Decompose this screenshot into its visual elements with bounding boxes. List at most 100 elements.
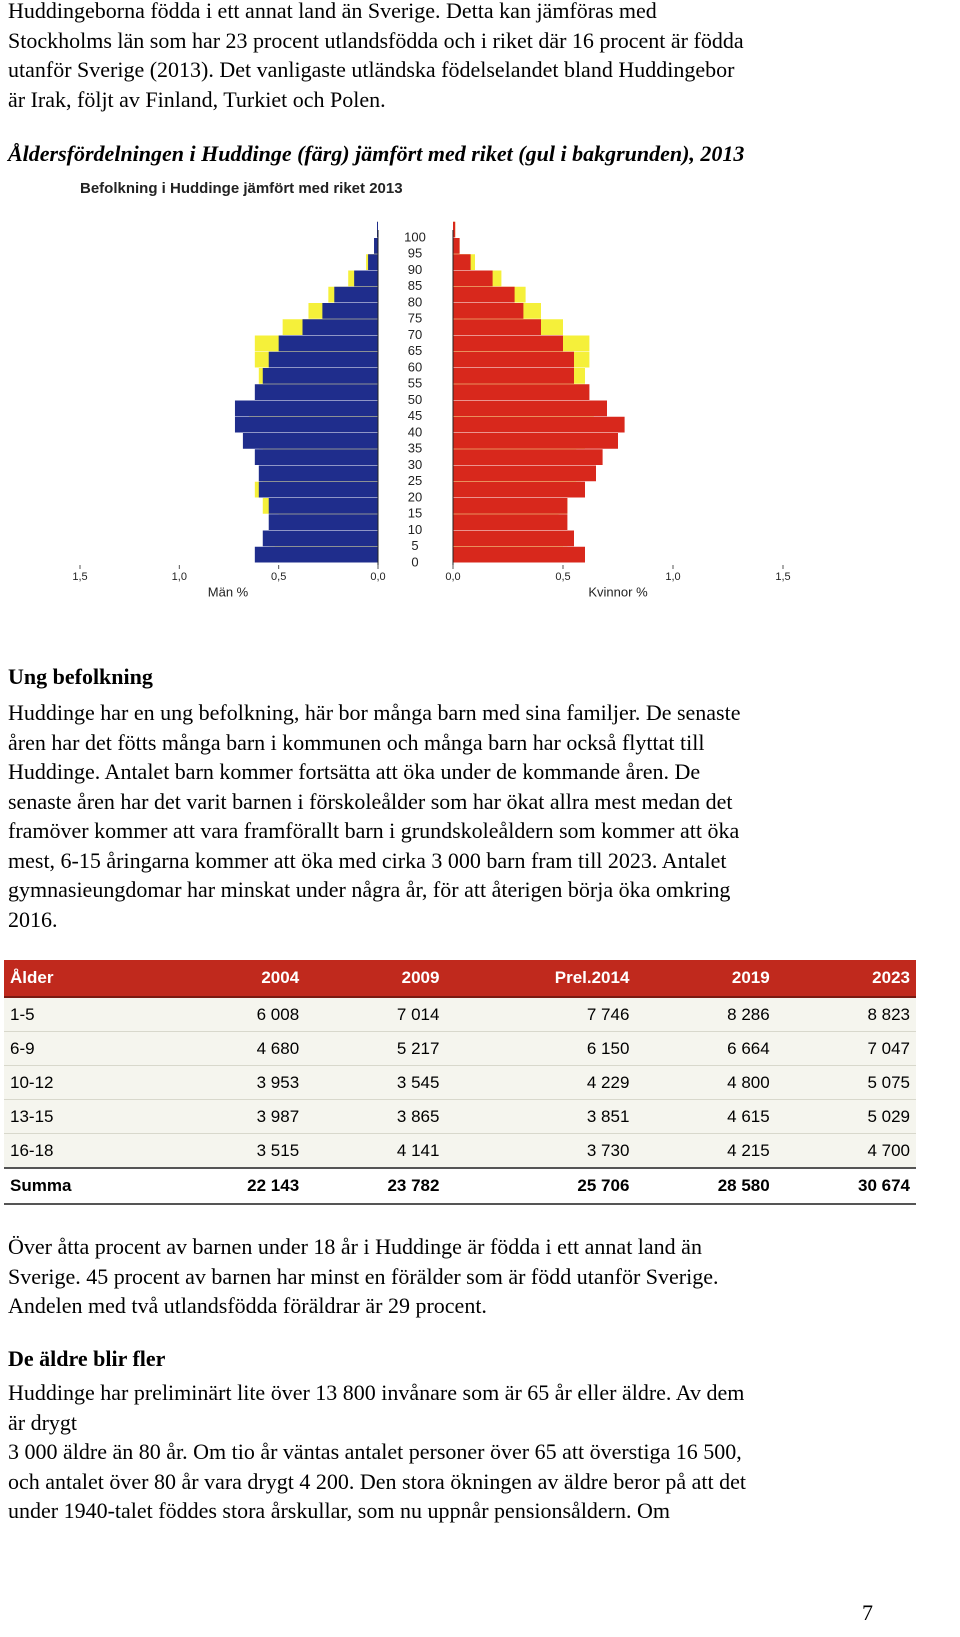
total-cell: 22 143 bbox=[164, 1167, 306, 1205]
age-label: 95 bbox=[408, 246, 422, 261]
table-cell: 16-18 bbox=[4, 1133, 165, 1168]
bar bbox=[453, 481, 585, 498]
bar bbox=[258, 481, 378, 498]
age-label: 25 bbox=[408, 473, 422, 488]
body-line: framöver kommer att vara framförallt bar… bbox=[8, 818, 740, 843]
table-cell: 4 229 bbox=[445, 1065, 636, 1100]
bar bbox=[258, 465, 378, 482]
table-cell: 6 150 bbox=[445, 1031, 636, 1066]
total-cell: 23 782 bbox=[305, 1167, 446, 1205]
table-cell: 4 800 bbox=[635, 1065, 776, 1100]
table-cell: 13-15 bbox=[4, 1099, 165, 1134]
bar bbox=[453, 335, 563, 352]
bar bbox=[262, 368, 378, 384]
bar bbox=[234, 416, 378, 433]
body-line: mest, 6-15 åringarna kommer att öka med … bbox=[8, 847, 727, 873]
total-cell: Summa bbox=[4, 1167, 165, 1205]
bar bbox=[453, 254, 471, 270]
body-line: är drygt bbox=[8, 1409, 78, 1435]
bar bbox=[453, 465, 596, 482]
age-label: 45 bbox=[408, 408, 422, 423]
body-line: senaste åren har det varit barnen i förs… bbox=[8, 788, 733, 814]
bar bbox=[453, 221, 456, 238]
bar bbox=[453, 449, 603, 465]
bar bbox=[254, 384, 378, 400]
table-cell: 5 075 bbox=[775, 1065, 916, 1100]
bar bbox=[453, 416, 625, 433]
header-cell: 2004 bbox=[164, 960, 306, 998]
table-cell: 1-5 bbox=[4, 996, 165, 1032]
page-number: 7 bbox=[862, 1600, 873, 1625]
bar bbox=[374, 238, 378, 254]
age-label: 40 bbox=[408, 424, 422, 439]
table-cell: 5 217 bbox=[305, 1031, 446, 1066]
age-label: 50 bbox=[408, 392, 422, 407]
table-cell: 3 987 bbox=[164, 1099, 306, 1134]
bar bbox=[254, 449, 378, 465]
header-cell: 2009 bbox=[305, 960, 446, 998]
age-label: 85 bbox=[408, 278, 422, 293]
table-cell: 3 851 bbox=[445, 1099, 636, 1134]
age-label: 70 bbox=[408, 327, 422, 342]
table-cell: 4 680 bbox=[164, 1031, 306, 1066]
chart-title: Befolkning i Huddinge jämfört med riket … bbox=[80, 180, 403, 197]
age-label: 30 bbox=[408, 457, 422, 472]
table-cell: 3 730 bbox=[445, 1133, 636, 1168]
bar bbox=[268, 498, 378, 514]
age-label: 75 bbox=[408, 311, 422, 326]
age-label: 55 bbox=[408, 376, 422, 391]
bar bbox=[334, 286, 378, 303]
total-cell: 30 674 bbox=[775, 1167, 916, 1205]
body-line: Huddinge har preliminärt lite över 13 80… bbox=[8, 1380, 745, 1405]
age-label: 90 bbox=[408, 262, 422, 277]
body-line: under 1940-talet föddes stora årskullar,… bbox=[8, 1498, 671, 1523]
x-tick-label: 1,0 bbox=[665, 571, 680, 583]
table-cell: 5 029 bbox=[775, 1099, 916, 1134]
table-cell: 4 215 bbox=[635, 1133, 776, 1168]
total-cell: 25 706 bbox=[445, 1167, 636, 1205]
age-label: 65 bbox=[408, 343, 422, 358]
bar bbox=[453, 433, 618, 449]
age-label: 10 bbox=[408, 522, 422, 537]
bar bbox=[453, 498, 568, 514]
x-tick-label: 0,5 bbox=[555, 571, 570, 583]
body-line: åren har det fötts många barn i kommunen… bbox=[8, 729, 705, 755]
table-cell: 4 615 bbox=[635, 1099, 776, 1134]
age-label: 60 bbox=[408, 359, 422, 374]
table-cell: 3 953 bbox=[164, 1065, 306, 1100]
figure-caption: Åldersfördelningen i Huddinge (färg) jäm… bbox=[8, 141, 745, 166]
bar bbox=[453, 400, 607, 417]
bar bbox=[262, 530, 378, 547]
x-tick-label: 1,0 bbox=[172, 571, 187, 583]
bar bbox=[278, 335, 378, 352]
header-cell: 2023 bbox=[775, 960, 916, 998]
intro-line: är Irak, följt av Finland, Turkiet och P… bbox=[8, 86, 386, 112]
bar bbox=[453, 368, 574, 384]
table-cell: 6 008 bbox=[164, 996, 306, 1032]
intro-line: Huddingeborna födda i ett annat land än … bbox=[8, 0, 657, 23]
age-label: 0 bbox=[411, 554, 418, 569]
table-cell: 4 141 bbox=[305, 1133, 446, 1168]
bar bbox=[377, 221, 378, 238]
header-cell: Ålder bbox=[4, 960, 165, 998]
bar bbox=[354, 270, 378, 287]
x-tick-label: 1,5 bbox=[775, 571, 790, 583]
table-cell: 3 865 bbox=[305, 1099, 446, 1134]
x-tick-label: 0,5 bbox=[271, 571, 286, 583]
bar bbox=[453, 530, 574, 547]
bar bbox=[302, 319, 378, 335]
bar bbox=[453, 303, 524, 319]
bar bbox=[453, 546, 585, 563]
table-cell: 6 664 bbox=[635, 1031, 776, 1066]
body-line: 3 000 äldre än 80 år. Om tio år väntas a… bbox=[8, 1439, 742, 1464]
section-heading: Ung befolkning bbox=[8, 664, 153, 689]
table-row: 10-12 3 953 3 545 4 229 4 800 5 075 bbox=[4, 1065, 916, 1100]
table-header: Ålder 2004 2009 Prel.2014 2019 2023 bbox=[4, 960, 916, 998]
x-tick-label: 0,0 bbox=[445, 571, 460, 583]
table-cell: 4 700 bbox=[775, 1133, 916, 1168]
data-table: Ålder 2004 2009 Prel.2014 2019 2023 1-5 6 008 7 … bbox=[4, 960, 916, 1205]
body-line: 2016. bbox=[8, 906, 58, 932]
bar bbox=[368, 254, 378, 270]
table-row: 6-9 4 680 5 217 6 150 6 664 7 047 bbox=[4, 1031, 916, 1066]
age-label: 15 bbox=[408, 506, 422, 521]
